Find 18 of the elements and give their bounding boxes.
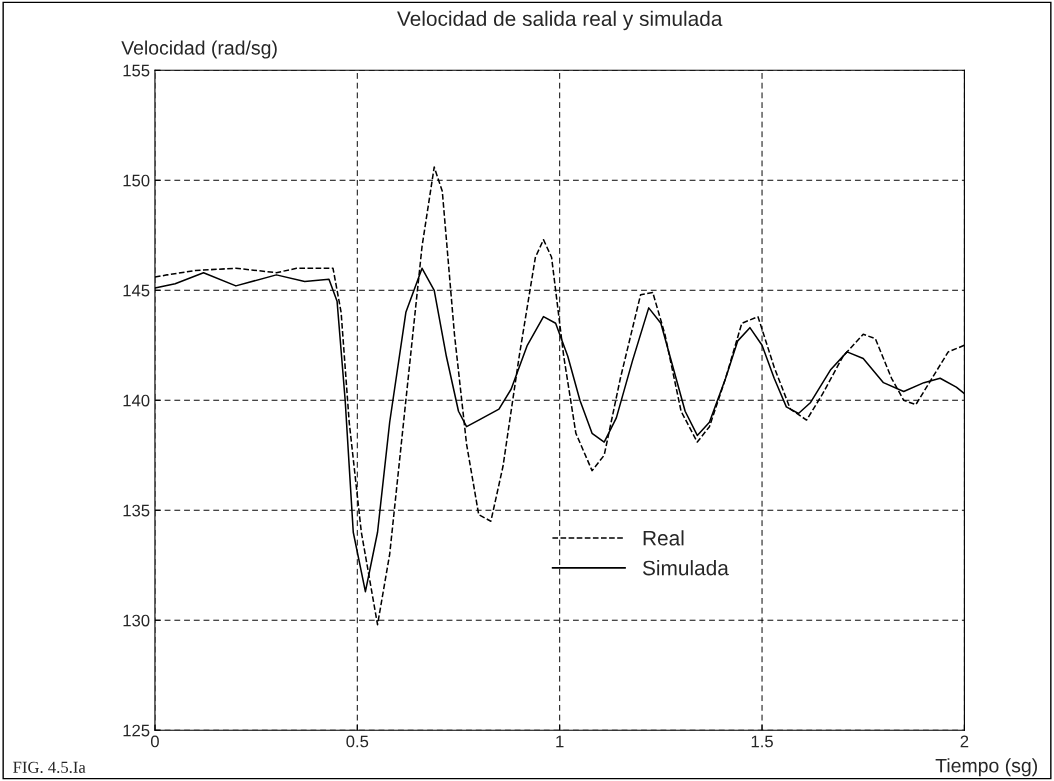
y-axis-title: Velocidad (rad/sg) bbox=[121, 40, 277, 59]
y-tick-label: 155 bbox=[123, 64, 150, 77]
x-axis-title: Tiempo (sg) bbox=[935, 758, 1037, 777]
y-tick-label: 145 bbox=[123, 284, 150, 297]
y-tick-label: 150 bbox=[123, 174, 150, 187]
caption: FIG. 4.5.Ia bbox=[13, 761, 86, 773]
y-tick-label: 140 bbox=[123, 394, 150, 407]
y-tick-label: 125 bbox=[123, 724, 150, 737]
legend-label: Simulada bbox=[642, 560, 729, 576]
x-tick-label: 1.5 bbox=[751, 735, 773, 748]
legend-label: Real bbox=[643, 530, 684, 546]
chart-title: Velocidad de salida real y simulada bbox=[397, 10, 723, 31]
x-tick-label: 0 bbox=[150, 735, 159, 748]
x-tick-label: 0.5 bbox=[346, 735, 369, 748]
x-tick-label: 2 bbox=[960, 735, 969, 748]
y-tick-label: 130 bbox=[123, 614, 150, 627]
y-tick-label: 135 bbox=[123, 504, 150, 517]
x-tick-label: 1 bbox=[556, 735, 564, 748]
